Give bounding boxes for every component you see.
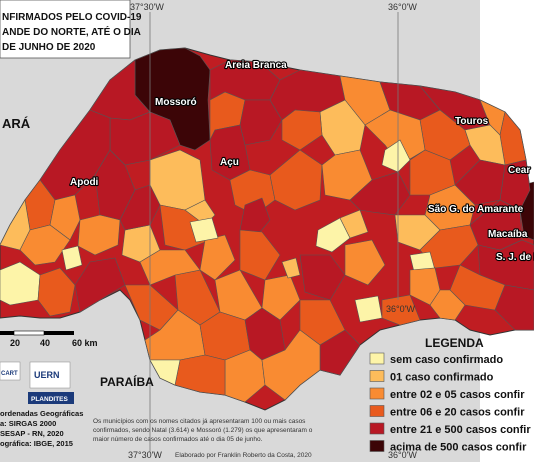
city-labels: Areia Branca Mossoró Touros Açu Apodi Ce… (69, 59, 534, 264)
legend-swatch (369, 422, 385, 435)
graticule-label-mid-right: 36°0'W (386, 304, 415, 314)
graticule-label-bottom-right: 36°0'W (388, 450, 417, 460)
logo-uern: UERN (34, 370, 60, 380)
title-line-3: DE JUNHO DE 2020 (2, 42, 96, 53)
city-label-apodi: Apodi (70, 177, 99, 188)
city-label-ceara-mirim: Cear (508, 165, 530, 176)
credit-line-3: SESAP - RN, 2020 (0, 429, 64, 438)
municipality (381, 139, 411, 173)
note-line-2: confirmados, sendo Natal (3.614) e Mosso… (93, 427, 313, 434)
logos: CART UERN PLANDITES (0, 361, 74, 404)
municipality (239, 197, 271, 239)
author-credit: Elaborado por Franklin Roberto da Costa,… (175, 452, 312, 459)
legend-swatch (369, 387, 385, 400)
credit-line-2: a: SIRGAS 2000 (0, 419, 56, 428)
municipality (354, 295, 383, 323)
municipality (199, 234, 236, 281)
graticule-label-top-right: 36°0'W (388, 2, 417, 12)
municipality (0, 199, 31, 251)
legend: LEGENDA sem caso confirmado 01 caso confi… (369, 336, 531, 454)
municipality (269, 149, 323, 211)
legend-label: sem caso confirmado (390, 354, 503, 366)
note-line-3: maior número de casos confirmados até o … (93, 436, 263, 443)
title-line-1: NFIRMADOS PELO COVID-19 (2, 12, 142, 23)
scale-label-40: 40 (40, 338, 50, 348)
graticule-label-bottom-left: 37°30'W (128, 450, 162, 460)
logo-plandites: PLANDITES (31, 396, 69, 403)
title-line-2: ANDE DO NORTE, ATÉ O DIA (2, 25, 141, 38)
legend-items: sem caso confirmado 01 caso confirmado ent… (369, 352, 531, 454)
logo-cart: CART (1, 371, 18, 377)
note: Os municípios com os nomes citados já ap… (93, 418, 313, 443)
legend-swatch (369, 352, 385, 365)
legend-label: entre 06 e 20 casos confir (390, 407, 525, 419)
municipality (349, 171, 411, 216)
graticule-label-top-left: 37°30'W (130, 2, 164, 12)
municipality (261, 274, 301, 321)
credits: ordenadas Geográficas a: SIRGAS 2000 SES… (0, 409, 83, 448)
municipality (344, 239, 386, 286)
municipality (77, 214, 121, 256)
credit-line-1: ordenadas Geográficas (0, 409, 83, 418)
legend-label: 01 caso confirmado (390, 372, 494, 384)
note-line-1: Os municípios com os nomes citados já ap… (93, 418, 306, 425)
legend-label: entre 02 e 05 casos confir (390, 389, 525, 401)
municipality (189, 217, 219, 243)
legend-swatch (369, 370, 385, 382)
municipality (261, 329, 321, 401)
municipality (149, 359, 181, 386)
municipality (315, 217, 351, 253)
legend-swatch (369, 440, 385, 452)
legend-label: acima de 500 casos confir (390, 442, 527, 454)
neighbor-label-south: PARAÍBA (100, 374, 154, 389)
municipality (339, 209, 369, 239)
municipality (381, 294, 421, 326)
municipality (299, 254, 346, 301)
municipality (281, 257, 301, 279)
credit-line-4: ográfica: IBGE, 2015 (0, 439, 73, 448)
legend-title: LEGENDA (425, 336, 484, 350)
city-label-mossoro: Mossoró (155, 97, 197, 108)
graticule-labels: 37°30'W 36°0'W 36°0'W 37°30'W 36°0'W (128, 2, 417, 460)
graticule (149, 12, 399, 452)
scale-bar: 20 40 60 km (0, 330, 98, 348)
city-label-touros: Touros (455, 116, 489, 127)
legend-label: entre 21 e 500 casos confir (390, 424, 531, 436)
city-label-acu: Açu (220, 157, 239, 168)
legend-swatch (369, 405, 385, 417)
municipality (239, 229, 281, 281)
scale-label-20: 20 (10, 338, 20, 348)
municipality (61, 245, 83, 271)
municipalities (0, 47, 534, 403)
city-label-sao-jose-de-mipibu: S. J. de M (496, 252, 534, 263)
municipality (19, 224, 71, 266)
city-label-macaiba: Macaíba (488, 229, 528, 240)
city-label-sao-goncalo: São G. do Amarante (428, 204, 524, 215)
neighbor-label-west: ARÁ (2, 116, 31, 131)
municipality (409, 267, 441, 306)
city-label-areia-branca: Areia Branca (225, 60, 287, 71)
scale-label-60: 60 km (72, 338, 98, 348)
municipality (494, 284, 534, 331)
title-box: NFIRMADOS PELO COVID-19 ANDE DO NORTE, A… (0, 0, 142, 59)
